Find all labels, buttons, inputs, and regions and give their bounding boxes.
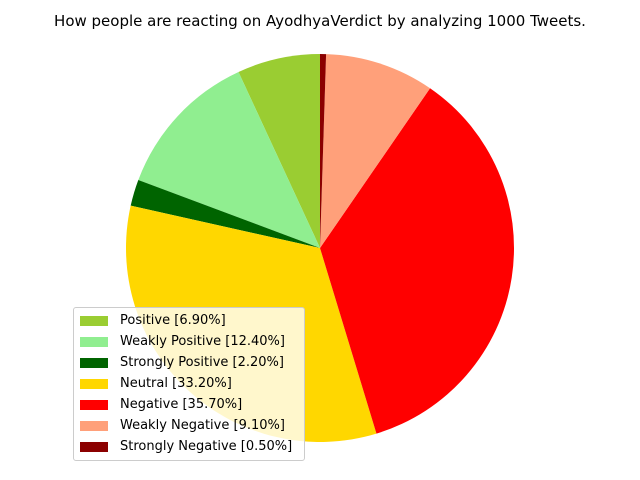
legend-item-4: Negative [35.70%] <box>80 394 298 415</box>
pie-slice-6 <box>320 54 327 248</box>
chart-title: How people are reacting on AyodhyaVerdic… <box>54 12 586 30</box>
pie-slice-1 <box>138 71 320 248</box>
legend-swatch <box>80 378 108 389</box>
legend-item-3: Neutral [33.20%] <box>80 373 298 394</box>
legend-label: Negative [35.70%] <box>120 397 243 412</box>
legend-label: Neutral [33.20%] <box>120 376 232 391</box>
legend-swatch <box>80 336 108 347</box>
legend-item-5: Weakly Negative [9.10%] <box>80 415 298 436</box>
legend-swatch <box>80 420 108 431</box>
legend-item-0: Positive [6.90%] <box>80 310 298 331</box>
legend-label: Weakly Positive [12.40%] <box>120 334 285 349</box>
legend-swatch <box>80 441 108 452</box>
legend-label: Strongly Negative [0.50%] <box>120 439 293 454</box>
legend-swatch <box>80 399 108 410</box>
pie-slice-0 <box>238 54 320 248</box>
legend-item-6: Strongly Negative [0.50%] <box>80 436 298 457</box>
legend: Positive [6.90%] Weakly Positive [12.40%]… <box>73 307 305 461</box>
pie-slice-2 <box>130 180 320 248</box>
legend-label: Positive [6.90%] <box>120 313 226 328</box>
legend-label: Strongly Positive [2.20%] <box>120 355 284 370</box>
legend-label: Weakly Negative [9.10%] <box>120 418 285 433</box>
legend-swatch <box>80 357 108 368</box>
pie-slice-4 <box>320 88 515 434</box>
legend-swatch <box>80 315 108 326</box>
pie-slice-5 <box>320 54 431 248</box>
legend-item-1: Weakly Positive [12.40%] <box>80 331 298 352</box>
legend-item-2: Strongly Positive [2.20%] <box>80 352 298 373</box>
